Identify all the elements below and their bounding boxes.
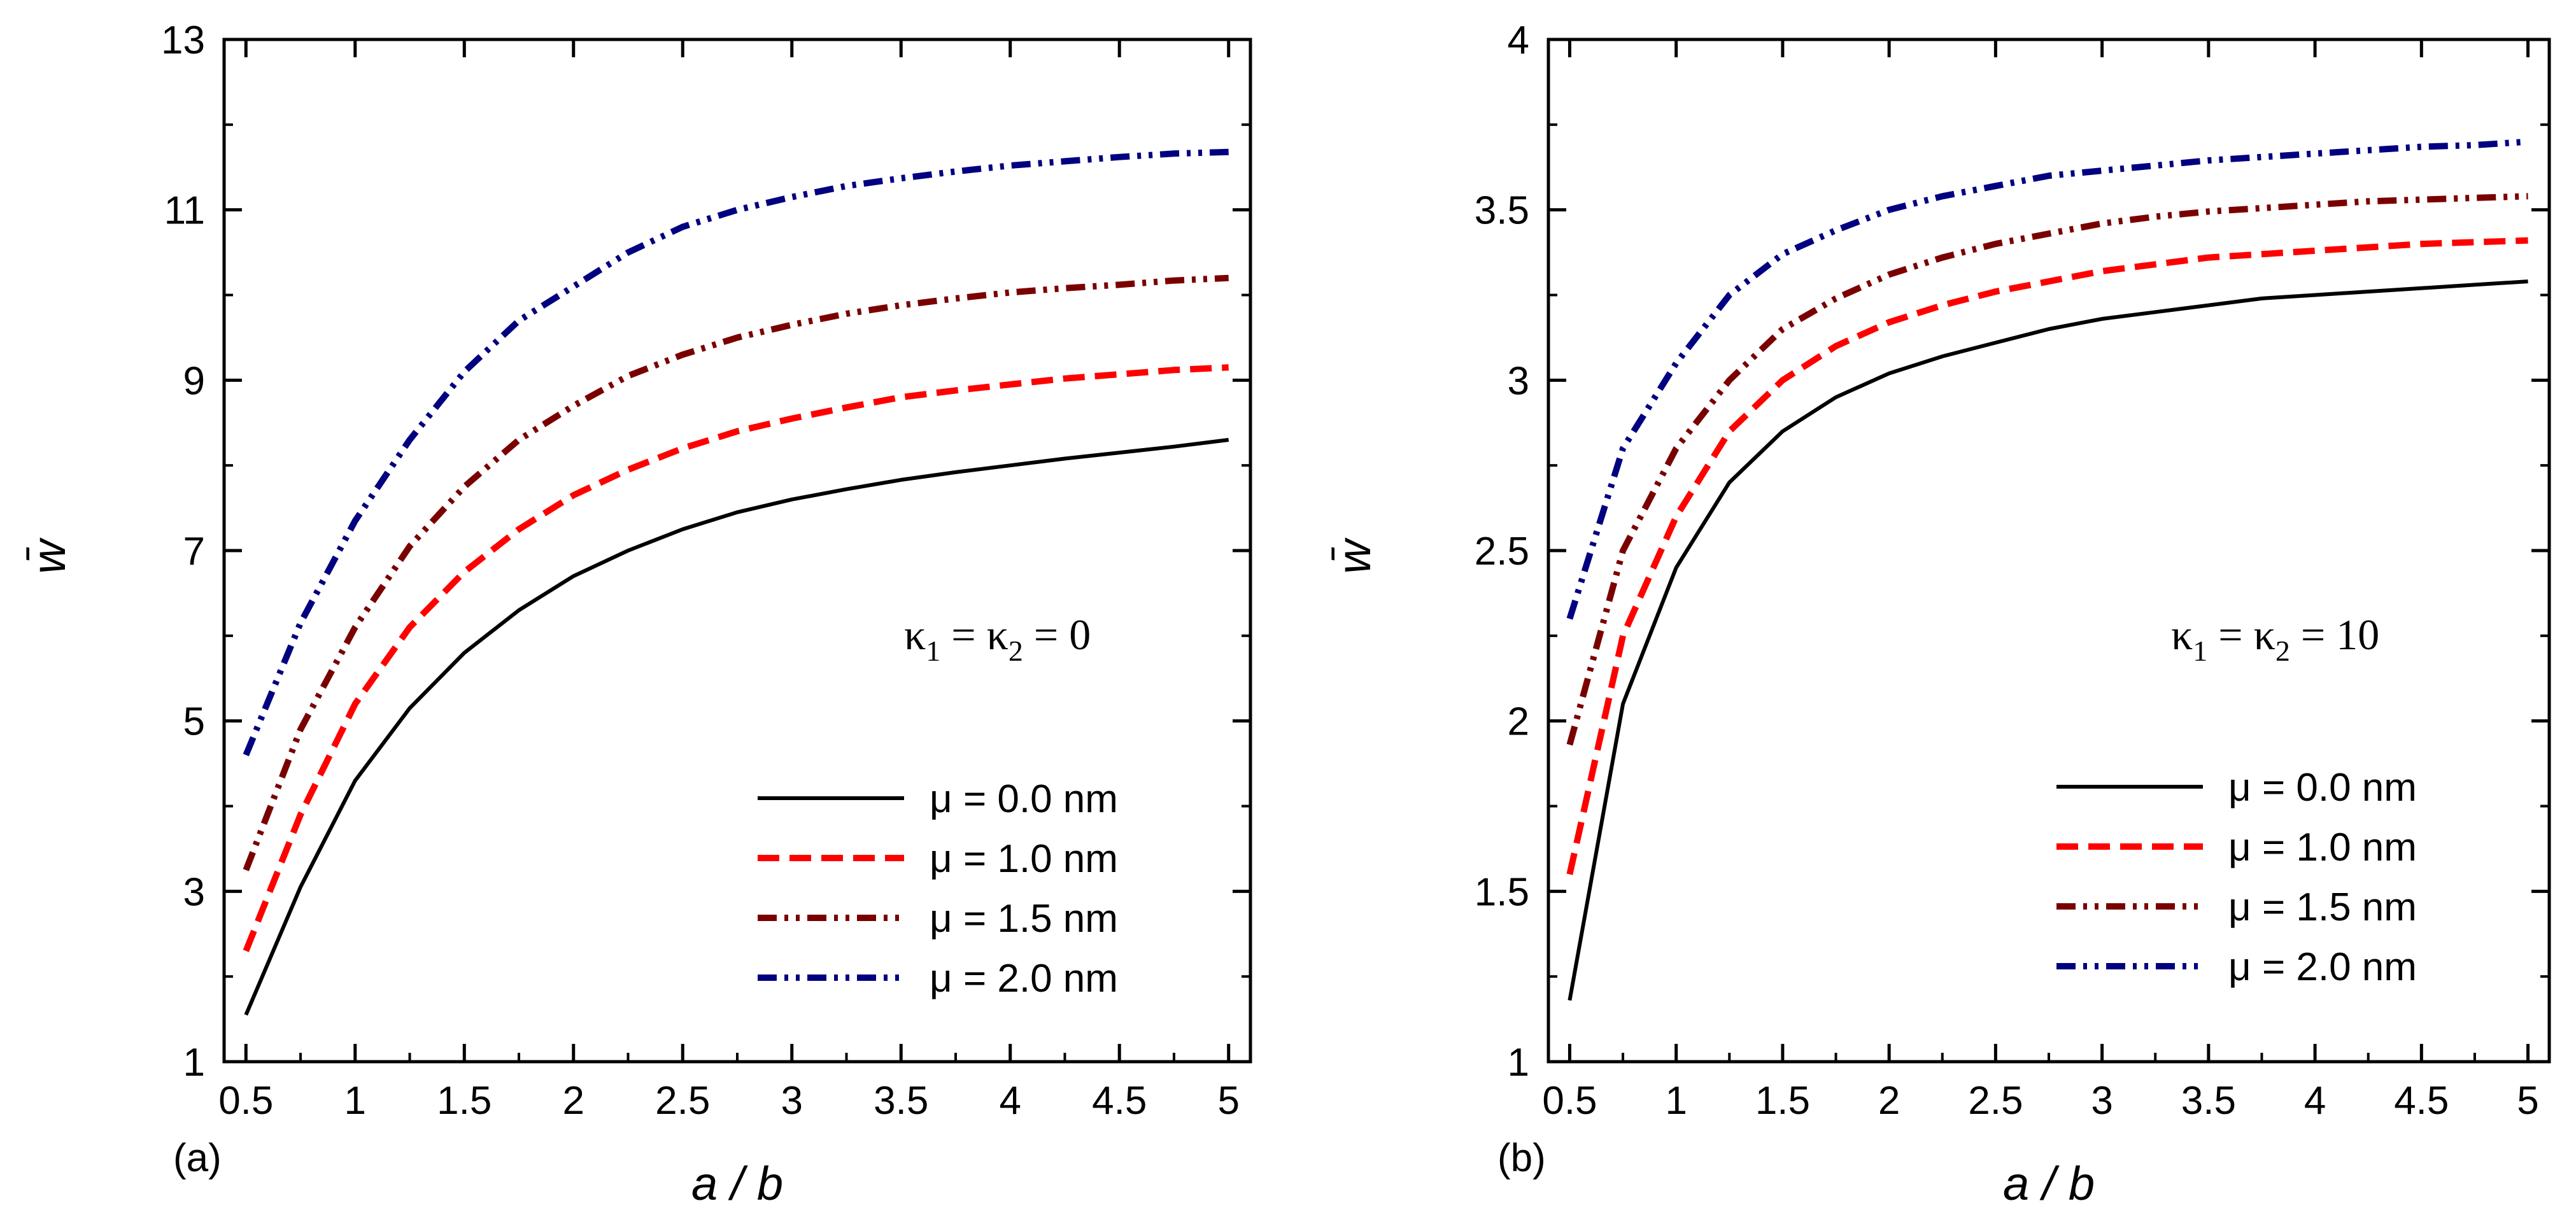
y-axis-title: w̄ <box>1327 537 1380 574</box>
x-tick-label: 4 <box>2304 1079 2326 1123</box>
annotation-text: κ <box>904 610 926 659</box>
x-tick-label: 1.5 <box>437 1079 492 1123</box>
legend-label: μ = 1.0 nm <box>2228 826 2417 869</box>
x-tick-label: 3 <box>781 1079 803 1123</box>
x-tick-label: 2.5 <box>1968 1079 2023 1123</box>
x-tick-label: 2.5 <box>655 1079 710 1123</box>
annotation-subscript: 2 <box>1008 635 1023 667</box>
annotation-subscript: 1 <box>2193 635 2207 667</box>
series-line-1 <box>243 364 1229 952</box>
y-tick-label: 11 <box>164 189 205 233</box>
series-line-0 <box>1568 279 2528 1001</box>
x-tick-label: 1 <box>1665 1079 1687 1123</box>
legend-label: μ = 0.0 nm <box>2228 766 2417 810</box>
annotation-subscript: 1 <box>926 635 940 667</box>
x-tick-label: 4.5 <box>1092 1079 1147 1123</box>
x-tick-label: 3.5 <box>2181 1079 2236 1123</box>
chart-panel-b: 0.5 1 1.5 2 2.5 3 3.5 4 4.5 5 1 1.5 2 2.5 3 3.5 4 a / b w̄… <box>1327 18 2551 1210</box>
legend-label: μ = 2.0 nm <box>2228 945 2417 989</box>
y-tick-label: 5 <box>183 700 205 744</box>
annotation-text: = 0 <box>1023 610 1091 659</box>
series-line-2 <box>1566 193 2528 746</box>
y-tick-label: 2 <box>1508 700 1529 744</box>
annotation-text: κ <box>2171 610 2193 659</box>
y-tick-label: 13 <box>161 18 205 62</box>
x-tick-label: 2 <box>563 1079 584 1123</box>
panel-label: (a) <box>173 1136 222 1180</box>
y-axis-title: w̄ <box>22 537 75 574</box>
x-axis-title: a / b <box>691 1157 783 1210</box>
series-line-2 <box>243 274 1229 871</box>
kappa-annotation: κ1 = κ2 = 0 <box>904 610 1091 667</box>
legend-label: μ = 2.0 nm <box>930 957 1118 1001</box>
x-tick-label: 1 <box>344 1079 366 1123</box>
legend-label: μ = 1.0 nm <box>930 837 1118 881</box>
y-tick-label: 3.5 <box>1475 189 1529 233</box>
y-tick-label: 4 <box>1508 18 1529 62</box>
y-tick-label: 3 <box>183 870 205 914</box>
x-tick-label: 0.5 <box>218 1079 273 1123</box>
y-tick-label: 1 <box>183 1041 205 1085</box>
y-tick-label: 2.5 <box>1475 530 1529 573</box>
x-tick-label: 0.5 <box>1542 1079 1597 1123</box>
y-tick-label: 3 <box>1508 359 1529 403</box>
y-tick-label: 1 <box>1508 1041 1529 1085</box>
annotation-text: = κ <box>940 610 1008 659</box>
series-line-0 <box>244 438 1229 1016</box>
kappa-annotation: κ1 = κ2 = 10 <box>2171 610 2379 667</box>
legend-label: μ = 0.0 nm <box>930 777 1118 821</box>
x-axis-title: a / b <box>2003 1157 2095 1210</box>
x-tick-label: 4 <box>999 1079 1021 1123</box>
y-tick-label: 7 <box>183 530 205 573</box>
annotation-text: = 10 <box>2290 610 2379 659</box>
series-line-3 <box>243 148 1229 757</box>
y-tick-label: 1.5 <box>1475 870 1529 914</box>
legend-label: μ = 1.5 nm <box>2228 885 2417 929</box>
x-tick-label: 5 <box>1217 1079 1239 1123</box>
legend-label: μ = 1.5 nm <box>930 897 1118 941</box>
annotation-text: = κ <box>2207 610 2275 659</box>
series-line-3 <box>1566 138 2528 620</box>
x-tick-label: 3.5 <box>874 1079 928 1123</box>
x-tick-label: 4.5 <box>2394 1079 2449 1123</box>
x-tick-label: 5 <box>2517 1079 2538 1123</box>
x-tick-label: 3 <box>2091 1079 2112 1123</box>
x-tick-label: 2 <box>1878 1079 1900 1123</box>
series-line-1 <box>1566 237 2528 875</box>
x-tick-label: 1.5 <box>1755 1079 1810 1123</box>
y-tick-label: 9 <box>183 359 205 403</box>
panel-label: (b) <box>1497 1136 1546 1180</box>
annotation-subscript: 2 <box>2275 635 2290 667</box>
